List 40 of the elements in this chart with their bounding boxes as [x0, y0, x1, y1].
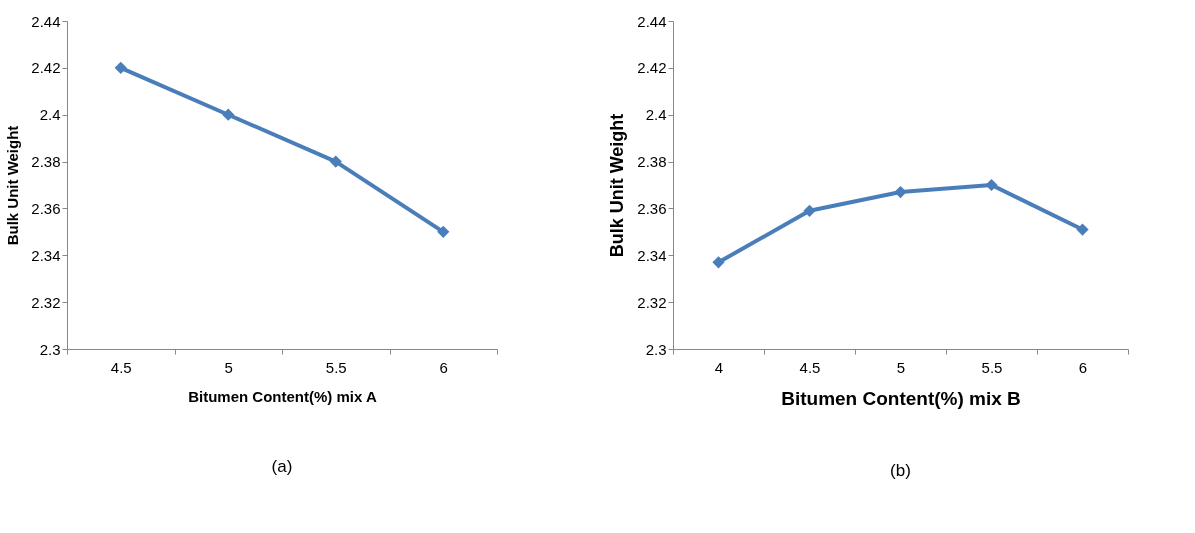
y-tick-label: 2.4 [39, 106, 61, 124]
y-tick-label: 2.38 [637, 153, 667, 171]
x-tick-label: 6 [439, 358, 448, 376]
point [114, 61, 127, 74]
y-tick-label: 2.36 [31, 199, 61, 217]
y-tick-label: 2.44 [31, 12, 61, 30]
y-tick-label: 2.42 [31, 59, 61, 77]
x-tick-label: 4.5 [799, 358, 821, 376]
text: (a) [271, 457, 293, 476]
x-tick-label: 5.5 [981, 358, 1003, 376]
y-tick-label: 2.34 [31, 246, 61, 264]
y-tick-label: 2.3 [645, 340, 667, 358]
y-tick-label: 2.44 [637, 12, 667, 30]
point [329, 155, 342, 168]
x-tick-label: 4 [714, 358, 724, 376]
y-tick-label: 2.4 [645, 106, 667, 124]
x-axis-title: Bitumen Content(%) mix A [188, 387, 377, 405]
y-tick-label: 2.34 [637, 246, 667, 264]
y-tick-label: 2.3 [39, 340, 61, 358]
y-tick-label: 2.32 [31, 293, 61, 311]
x-tick-label: 5.5 [325, 358, 347, 376]
y-tick-label: 2.42 [637, 59, 667, 77]
y-axis-title: Bulk Unit Weight [4, 125, 22, 246]
x-tick-label: 5 [224, 358, 233, 376]
point [712, 256, 725, 269]
x-tick-label: 6 [1078, 358, 1088, 376]
point [222, 108, 235, 121]
point [985, 178, 998, 192]
point [803, 204, 816, 217]
point [1076, 223, 1089, 236]
text: (b) [890, 461, 911, 480]
y-tick-label: 2.32 [637, 293, 667, 311]
y-tick-label: 2.38 [31, 153, 61, 171]
x-tick-label: 4.5 [110, 358, 132, 376]
point [437, 225, 450, 238]
x-tick-label: 5 [896, 358, 906, 376]
y-axis-title: Bulk Unit Weight [607, 113, 628, 258]
point [894, 185, 907, 199]
x-axis-title: Bitumen Content(%) mix B [781, 387, 1021, 409]
y-tick-label: 2.36 [637, 199, 667, 217]
